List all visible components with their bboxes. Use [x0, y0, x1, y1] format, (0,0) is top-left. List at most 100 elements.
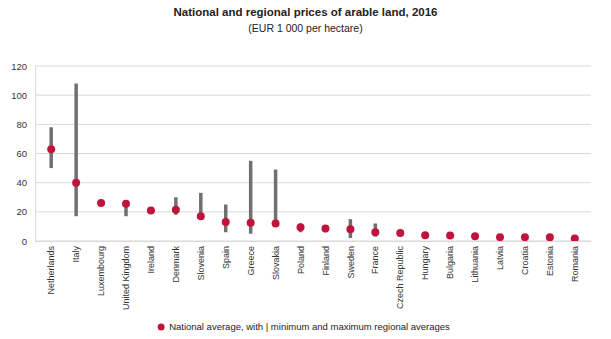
dot: [371, 228, 379, 236]
dot: [247, 219, 255, 227]
grid: [35, 66, 591, 241]
x-tick-label: Italy: [71, 246, 81, 263]
x-tick: Netherlands: [46, 241, 56, 295]
dot: [72, 179, 80, 187]
x-tick: Estonia: [545, 241, 555, 276]
x-tick: France: [370, 241, 380, 274]
y-tick-label: 0: [22, 236, 27, 247]
legend-marker: [158, 324, 165, 331]
x-tick: Poland: [296, 241, 306, 274]
dot: [272, 220, 280, 228]
x-tick: Denmark: [171, 241, 181, 283]
y-tick-label: 120: [11, 61, 27, 72]
y-tick: 20: [16, 206, 35, 217]
grid-line: [35, 182, 591, 183]
range-bar: [74, 84, 78, 217]
x-tick: United Kingdom: [121, 241, 131, 310]
grid-line: [35, 241, 591, 242]
title: National and regional prices of arable l…: [174, 6, 438, 18]
dot: [122, 200, 130, 208]
x-tick-label: Sweden: [346, 246, 356, 279]
y-tick: 100: [11, 90, 35, 101]
x-tick: Czech Republic: [395, 241, 405, 309]
dot: [321, 225, 329, 233]
legend-item: National average, with | minimum and max…: [158, 321, 450, 332]
dot: [222, 218, 230, 226]
legend: National average, with | minimum and max…: [158, 321, 450, 332]
x-tick: Hungary: [420, 241, 430, 280]
x-tick-label: Czech Republic: [395, 246, 405, 310]
x-tick: Slovakia: [271, 241, 281, 280]
x-tick-label: Slovakia: [271, 246, 281, 280]
grid-line: [35, 211, 591, 212]
dot: [97, 199, 105, 207]
x-tick-label: Bulgaria: [445, 246, 455, 279]
y-tick-label: 40: [16, 177, 27, 188]
y-tick-label: 100: [11, 90, 27, 101]
dot: [47, 145, 55, 153]
dot: [571, 234, 579, 241]
y-axis: 0 20 40 60 80 100 120: [11, 61, 35, 247]
y-tick-label: 60: [16, 148, 27, 159]
x-tick: Croatia: [520, 241, 530, 275]
grid-line: [35, 95, 591, 96]
x-tick: Latvia: [495, 241, 505, 270]
x-tick-label: Netherlands: [46, 246, 56, 295]
y-tick: 60: [16, 148, 35, 159]
dot: [396, 229, 404, 237]
x-tick-label: Croatia: [520, 246, 530, 275]
x-tick-label: Spain: [221, 246, 231, 269]
x-tick-label: Romania: [570, 246, 580, 282]
x-tick-label: United Kingdom: [121, 246, 131, 310]
x-tick: Finland: [321, 241, 331, 276]
dot: [471, 232, 479, 240]
marks: [47, 84, 579, 242]
dot: [147, 206, 155, 214]
range-bar: [274, 170, 278, 225]
subtitle: (EUR 1 000 per hectare): [248, 22, 362, 34]
y-tick-label: 80: [16, 119, 27, 130]
x-tick-label: Finland: [321, 246, 331, 276]
x-tick-label: Lithuania: [470, 246, 480, 283]
series: [47, 84, 579, 242]
x-tick-label: Greece: [246, 246, 256, 276]
x-tick: Lithuania: [470, 241, 480, 283]
dot: [546, 233, 554, 241]
y-tick: 120: [11, 61, 35, 72]
x-tick-label: Latvia: [495, 246, 505, 270]
x-tick-label: Slovenia: [196, 246, 206, 281]
x-tick: Slovenia: [196, 241, 206, 281]
chart: National and regional prices of arable l…: [0, 0, 611, 339]
x-tick: Luxembourg: [96, 241, 106, 296]
x-tick-label: Ireland: [146, 246, 156, 274]
grid-line: [35, 66, 591, 67]
grid-line: [35, 124, 591, 125]
x-tick-label: Poland: [296, 246, 306, 274]
y-tick-label: 20: [16, 206, 27, 217]
dot: [346, 225, 354, 233]
dot: [421, 231, 429, 239]
y-tick: 40: [16, 177, 35, 188]
y-tick: 80: [16, 119, 35, 130]
x-axis: Netherlands Italy Luxembourg United Kingdom…: [36, 241, 592, 310]
dot: [446, 231, 454, 239]
x-tick: Spain: [221, 241, 231, 269]
x-tick: Sweden: [346, 241, 356, 279]
x-tick-label: Denmark: [171, 246, 181, 283]
grid-line: [35, 153, 591, 154]
y-tick: 0: [22, 236, 35, 247]
x-tick: Italy: [71, 241, 81, 263]
x-tick: Greece: [246, 241, 256, 276]
plot: 0 20 40 60 80 100 120 Netherlands Italy Luxembour…: [11, 61, 591, 311]
legend-label: National average, with | minimum and max…: [169, 321, 450, 332]
y-axis-line: [35, 67, 36, 242]
dot: [172, 206, 180, 214]
x-tick-label: France: [370, 246, 380, 274]
x-tick-label: Hungary: [420, 246, 430, 281]
dot: [197, 212, 205, 220]
x-tick: Romania: [570, 241, 580, 282]
x-tick: Ireland: [146, 241, 156, 274]
x-tick-label: Luxembourg: [96, 246, 106, 296]
dot: [496, 233, 504, 241]
dot: [297, 223, 305, 231]
